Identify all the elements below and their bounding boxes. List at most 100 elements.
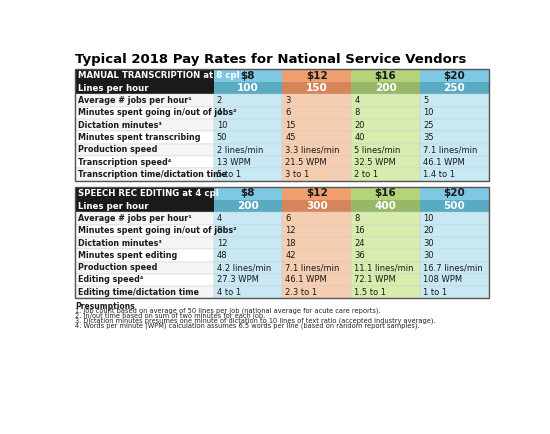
Text: 40: 40 — [354, 133, 365, 142]
Bar — [75, 107, 213, 119]
Bar — [282, 82, 351, 95]
Bar — [282, 286, 351, 299]
Bar — [213, 156, 282, 168]
Text: 150: 150 — [306, 83, 328, 93]
Text: 8: 8 — [217, 226, 222, 235]
Bar — [351, 187, 420, 200]
Text: 5: 5 — [423, 96, 428, 105]
Text: $8: $8 — [241, 71, 255, 81]
Bar — [282, 107, 351, 119]
Bar — [75, 69, 489, 82]
Text: 5 lines/min: 5 lines/min — [354, 145, 400, 155]
Bar — [213, 95, 282, 107]
Bar — [351, 95, 420, 107]
Text: 200: 200 — [237, 201, 259, 211]
Text: 400: 400 — [375, 201, 397, 211]
Text: 30: 30 — [423, 251, 434, 260]
Text: 5 to 1: 5 to 1 — [217, 170, 241, 179]
Text: 10: 10 — [423, 214, 433, 223]
Text: 1 to 1: 1 to 1 — [423, 288, 447, 297]
Text: 6: 6 — [285, 108, 291, 118]
Bar — [282, 249, 351, 262]
Bar — [420, 156, 489, 168]
Text: 16.7 lines/min: 16.7 lines/min — [423, 263, 483, 272]
Bar — [351, 156, 420, 168]
Bar — [351, 69, 420, 82]
Text: 4 to 1: 4 to 1 — [217, 288, 241, 297]
Bar — [420, 224, 489, 237]
Text: 10: 10 — [423, 108, 433, 118]
Bar — [351, 82, 420, 95]
Bar — [75, 69, 489, 181]
Text: 2 lines/min: 2 lines/min — [217, 145, 263, 155]
Bar — [420, 95, 489, 107]
Text: 300: 300 — [306, 201, 328, 211]
Bar — [420, 212, 489, 224]
Text: 1. Job count based on average of 50 lines per job (national average for acute ca: 1. Job count based on average of 50 line… — [75, 308, 381, 314]
Bar — [351, 119, 420, 132]
Bar — [75, 249, 213, 262]
Bar — [213, 237, 282, 249]
Text: 12: 12 — [285, 226, 296, 235]
Bar — [75, 156, 213, 168]
Bar — [282, 200, 351, 212]
Bar — [420, 187, 489, 200]
Text: 2: 2 — [217, 96, 222, 105]
Text: Lines per hour: Lines per hour — [78, 84, 148, 93]
Bar — [282, 212, 351, 224]
Bar — [282, 156, 351, 168]
Bar — [75, 132, 213, 144]
Bar — [75, 286, 213, 299]
Bar — [282, 144, 351, 156]
Text: 27.3 WPM: 27.3 WPM — [217, 276, 258, 285]
Bar — [282, 237, 351, 249]
Text: Dictation minutes³: Dictation minutes³ — [78, 239, 162, 247]
Bar — [213, 187, 282, 200]
Bar — [213, 132, 282, 144]
Text: 4: 4 — [217, 214, 222, 223]
Bar — [282, 262, 351, 274]
Text: Dictation minutes³: Dictation minutes³ — [78, 121, 162, 130]
Text: 20: 20 — [354, 121, 365, 130]
Text: 10: 10 — [217, 121, 227, 130]
Text: 32.5 WPM: 32.5 WPM — [354, 158, 396, 167]
Bar — [351, 249, 420, 262]
Text: 25: 25 — [423, 121, 433, 130]
Bar — [75, 262, 213, 274]
Bar — [213, 249, 282, 262]
Bar — [420, 286, 489, 299]
Text: Editing time/dictation time: Editing time/dictation time — [78, 288, 199, 297]
Bar — [75, 119, 213, 132]
Bar — [213, 119, 282, 132]
Bar — [282, 274, 351, 286]
Bar — [351, 200, 420, 212]
Text: 11.1 lines/min: 11.1 lines/min — [354, 263, 414, 272]
Text: 3.3 lines/min: 3.3 lines/min — [285, 145, 340, 155]
Text: 8: 8 — [354, 214, 360, 223]
Bar — [351, 237, 420, 249]
Text: Presumptions: Presumptions — [75, 302, 135, 311]
Text: 35: 35 — [423, 133, 434, 142]
Bar — [75, 224, 213, 237]
Text: 3. Dictation minutes presumes one minute of dictation to 10 lines of text ratio : 3. Dictation minutes presumes one minute… — [75, 318, 436, 324]
Text: 1.5 to 1: 1.5 to 1 — [354, 288, 386, 297]
Bar — [351, 107, 420, 119]
Text: 8: 8 — [354, 108, 360, 118]
Text: 72.1 WPM: 72.1 WPM — [354, 276, 396, 285]
Text: 1.4 to 1: 1.4 to 1 — [423, 170, 455, 179]
Text: Transcription speed⁴: Transcription speed⁴ — [78, 158, 171, 167]
Bar — [351, 132, 420, 144]
Text: 46.1 WPM: 46.1 WPM — [285, 276, 327, 285]
Text: 250: 250 — [443, 83, 465, 93]
Text: 18: 18 — [285, 239, 296, 247]
Text: 6: 6 — [285, 214, 291, 223]
Bar — [351, 212, 420, 224]
Text: Minutes spent going in/out of jobs²: Minutes spent going in/out of jobs² — [78, 226, 236, 235]
Bar — [75, 82, 213, 95]
Text: 7.1 lines/min: 7.1 lines/min — [423, 145, 477, 155]
Bar — [75, 200, 213, 212]
Text: 42: 42 — [285, 251, 296, 260]
Bar — [213, 212, 282, 224]
Bar — [420, 107, 489, 119]
Bar — [213, 224, 282, 237]
